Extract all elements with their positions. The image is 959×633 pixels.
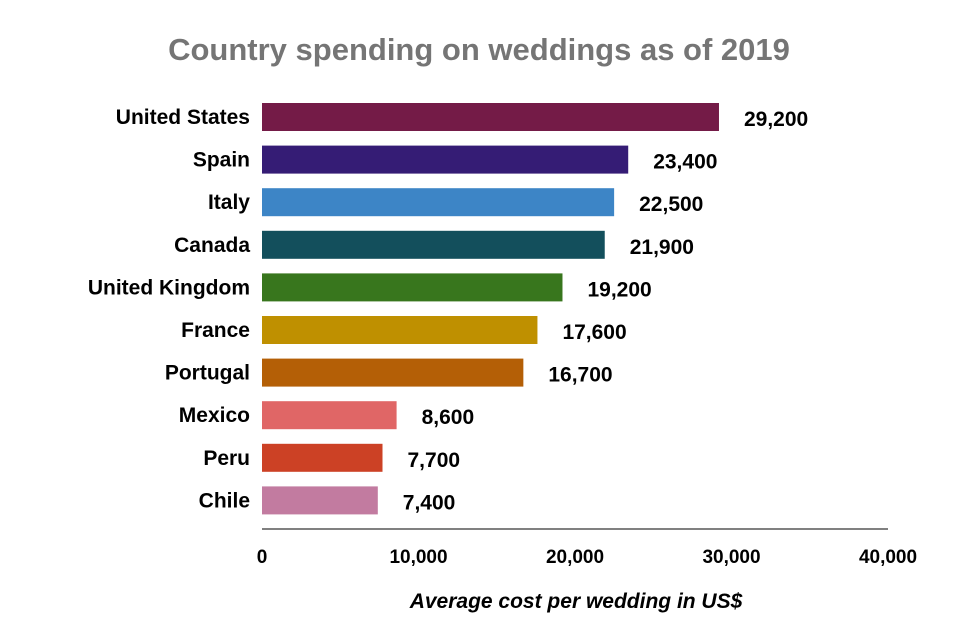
bar-canada bbox=[262, 230, 605, 259]
category-label-france: France bbox=[181, 319, 250, 342]
value-label-spain: 23,400 bbox=[653, 151, 717, 174]
category-label-mexico: Mexico bbox=[179, 404, 250, 427]
bar-chile bbox=[262, 486, 378, 515]
bar-spain bbox=[262, 145, 629, 174]
x-tick-labels-group: 0 10,000 20,000 30,000 40,000 bbox=[257, 547, 917, 568]
category-label-canada: Canada bbox=[174, 234, 250, 257]
value-label-chile: 7,400 bbox=[403, 491, 456, 514]
category-label-united-states: United States bbox=[116, 106, 250, 129]
value-label-france: 17,600 bbox=[562, 321, 626, 344]
category-label-spain: Spain bbox=[193, 149, 250, 172]
x-tick-label: 40,000 bbox=[859, 547, 917, 568]
x-tick-label: 30,000 bbox=[702, 547, 760, 568]
value-label-italy: 22,500 bbox=[639, 193, 703, 216]
category-label-italy: Italy bbox=[208, 191, 250, 214]
x-tick-label: 0 bbox=[257, 547, 268, 568]
x-axis-title: Average cost per wedding in US$ bbox=[409, 590, 743, 613]
category-label-chile: Chile bbox=[199, 489, 250, 512]
bars-group bbox=[262, 103, 719, 515]
category-label-peru: Peru bbox=[203, 447, 250, 470]
value-label-peru: 7,700 bbox=[408, 449, 461, 472]
category-labels-group: United States Spain Italy Canada United King… bbox=[88, 106, 250, 512]
value-label-united-kingdom: 19,200 bbox=[587, 278, 651, 301]
bar-united-states bbox=[262, 103, 719, 131]
bar-united-kingdom bbox=[262, 273, 563, 302]
bar-portugal bbox=[262, 358, 524, 387]
category-label-united-kingdom: United Kingdom bbox=[88, 276, 250, 299]
chart-title: Country spending on weddings as of 2019 bbox=[168, 32, 790, 67]
bar-peru bbox=[262, 443, 383, 472]
value-label-portugal: 16,700 bbox=[548, 364, 612, 387]
value-label-mexico: 8,600 bbox=[422, 406, 475, 429]
x-tick-label: 10,000 bbox=[389, 547, 447, 568]
category-label-portugal: Portugal bbox=[165, 362, 250, 385]
value-label-canada: 21,900 bbox=[630, 236, 694, 259]
bar-mexico bbox=[262, 401, 397, 430]
bar-france bbox=[262, 316, 538, 344]
x-tick-label: 20,000 bbox=[546, 547, 604, 568]
bar-italy bbox=[262, 188, 615, 217]
value-labels-group: 29,200 23,400 22,500 21,900 19,200 17,600 16,7… bbox=[403, 108, 808, 514]
value-label-united-states: 29,200 bbox=[744, 108, 808, 131]
